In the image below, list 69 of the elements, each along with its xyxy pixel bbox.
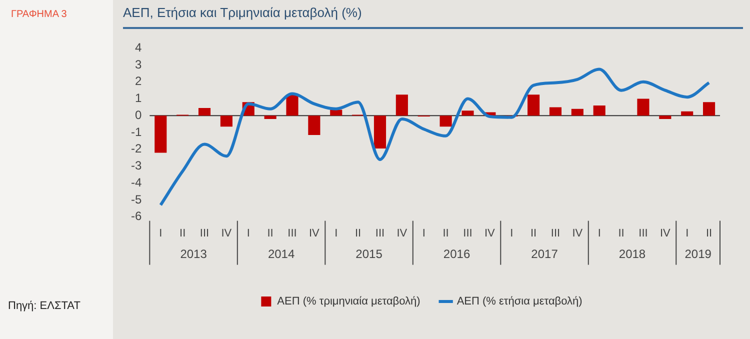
x-tick-label: I	[246, 227, 250, 240]
bar	[593, 106, 606, 116]
x-tick-label: II	[180, 227, 186, 240]
y-tick-label: -3	[131, 158, 142, 173]
bar	[374, 116, 386, 149]
bar	[703, 102, 716, 116]
text: 2016	[443, 247, 470, 262]
x-tick-label: II	[267, 227, 274, 240]
text: ΓΡΑΦΗΜΑ 3	[11, 9, 67, 20]
x-tick-label: IV	[484, 227, 496, 240]
x-tick-label: I	[510, 227, 514, 240]
x-tick-label: IV	[660, 227, 672, 240]
bar	[154, 116, 167, 153]
x-tick-label: I	[422, 227, 426, 240]
bar	[440, 116, 452, 127]
bar	[659, 116, 672, 120]
bar	[462, 110, 474, 116]
chart-title: ΑΕΠ, Ετήσια και Τριμηνιαία μεταβολή (%)	[123, 5, 743, 29]
text: 2018	[618, 247, 646, 262]
x-tick-label: IV	[396, 227, 408, 240]
text: 2015	[356, 247, 383, 262]
bar	[286, 94, 298, 116]
text: 2017	[531, 247, 558, 262]
x-tick-label: II	[442, 227, 449, 240]
y-tick-label: -4	[131, 175, 142, 190]
y-tick-label: 4	[134, 40, 142, 55]
y-tick-label: -5	[131, 192, 142, 206]
y-tick-label: 2	[134, 74, 142, 88]
y-tick-label: -1	[131, 124, 142, 139]
x-tick-label: II	[354, 227, 362, 240]
bar	[308, 116, 320, 136]
x-tick-label: I	[159, 227, 162, 240]
bar	[220, 116, 232, 127]
bar	[396, 94, 408, 116]
x-tick-label: I	[334, 227, 338, 240]
x-tick-label: III	[288, 227, 297, 240]
y-tick-label: -6	[131, 209, 142, 224]
line-series	[159, 68, 711, 206]
x-tick-label: III	[550, 227, 560, 240]
text: Πηγή: ΕΛΣΤΑΤ	[8, 300, 80, 312]
y-tick-label: 3	[134, 57, 142, 72]
x-tick-label: IV	[572, 227, 584, 240]
x-tick-label: III	[200, 227, 210, 240]
bar	[549, 107, 562, 116]
y-tick-label: -2	[131, 142, 142, 156]
x-tick-label: III	[375, 227, 385, 240]
y-tick-label: 0	[134, 108, 142, 122]
text: 2013	[180, 247, 208, 262]
text: 2019	[684, 247, 712, 262]
bar	[198, 108, 211, 116]
x-tick-label: III	[638, 227, 648, 240]
x-tick-label: II	[618, 227, 624, 240]
x-tick-label: I	[598, 227, 601, 240]
bar	[571, 108, 584, 116]
bar	[264, 116, 276, 120]
x-tick-label: IV	[308, 227, 320, 240]
bar	[330, 110, 342, 116]
text: 2014	[268, 247, 295, 262]
bar	[528, 94, 540, 116]
legend-label: ΑΕΠ (% ετήσια μεταβολή)	[456, 296, 582, 308]
x-tick-label: III	[463, 227, 472, 240]
x-tick-label: II	[530, 227, 537, 240]
bar	[637, 98, 650, 116]
x-tick-label: I	[686, 227, 689, 240]
x-tick-label: II	[706, 227, 712, 240]
y-tick-label: 1	[134, 91, 142, 106]
bar	[681, 111, 694, 116]
legend-label: ΑΕΠ (% τριμηνιαία μεταβολή)	[277, 296, 420, 308]
x-tick-label: IV	[221, 227, 232, 240]
